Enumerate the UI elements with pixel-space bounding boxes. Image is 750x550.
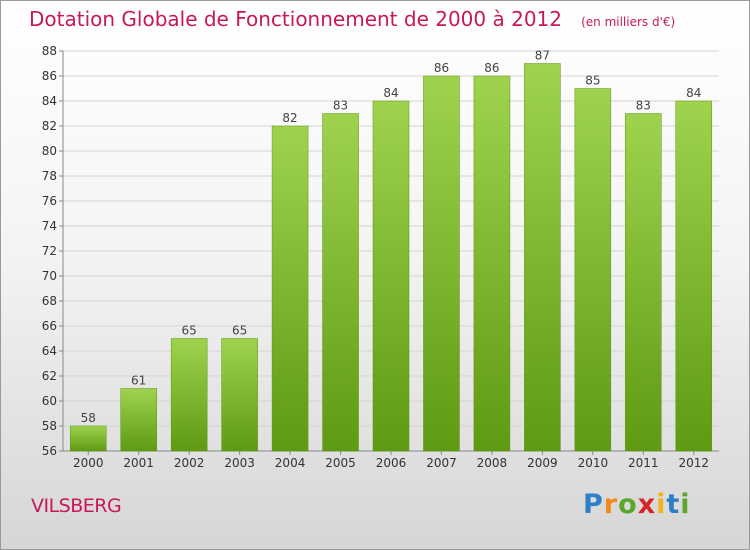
bar-2012 <box>675 100 713 452</box>
value-label-2009: 87 <box>535 49 550 63</box>
place-name: VILSBERG <box>31 495 122 517</box>
value-label-2002: 65 <box>182 324 197 338</box>
y-tick-label: 74 <box>42 219 57 233</box>
bar-2001 <box>120 388 157 452</box>
value-label-2010: 85 <box>585 74 600 88</box>
y-tick-label: 62 <box>42 369 57 383</box>
bar-2005 <box>322 113 359 452</box>
value-label-2012: 84 <box>686 86 701 100</box>
y-tick-label: 70 <box>42 269 57 283</box>
bar-2011 <box>625 113 662 452</box>
value-label-2008: 86 <box>484 61 499 75</box>
y-tick-label: 58 <box>42 419 57 433</box>
x-tick-label-2005: 2005 <box>325 456 356 470</box>
y-tick-label: 66 <box>42 319 57 333</box>
labels: 56 58 60 62 64 66 68 70 72 74 76 78 80 82 84 86 88 58 2000… <box>42 44 709 470</box>
proxiti-logo[interactable]: Proxiti <box>583 489 691 520</box>
y-tick-label: 78 <box>42 169 57 183</box>
x-tick-label-2006: 2006 <box>376 456 407 470</box>
y-tick-label: 76 <box>42 194 57 208</box>
value-label-2000: 58 <box>81 411 96 425</box>
bars <box>69 63 713 452</box>
y-tick-label: 72 <box>42 244 57 258</box>
bar-2006 <box>372 100 410 452</box>
bar-2004 <box>271 125 309 452</box>
x-tick-label-2001: 2001 <box>123 456 154 470</box>
y-tick-label: 88 <box>42 44 57 58</box>
value-label-2007: 86 <box>434 61 449 75</box>
x-tick-label-2010: 2010 <box>578 456 609 470</box>
x-tick-label-2000: 2000 <box>73 456 104 470</box>
y-tick-label: 56 <box>42 444 57 458</box>
bar-2010 <box>574 88 612 452</box>
x-tick-label-2011: 2011 <box>628 456 659 470</box>
bar-2003 <box>221 338 258 452</box>
x-tick-label-2009: 2009 <box>527 456 558 470</box>
y-tick-label: 68 <box>42 294 57 308</box>
x-tick-label-2008: 2008 <box>477 456 508 470</box>
y-tick-label: 86 <box>42 69 57 83</box>
x-tick-label-2007: 2007 <box>426 456 457 470</box>
value-label-2005: 83 <box>333 99 348 113</box>
bar-2009 <box>524 63 561 452</box>
chart-subtitle: (en milliers d'€) <box>581 15 676 29</box>
chart-title: Dotation Globale de Fonctionnement de 20… <box>29 7 562 31</box>
y-tick-label: 80 <box>42 144 57 158</box>
value-label-2011: 83 <box>636 99 651 113</box>
value-label-2003: 65 <box>232 324 247 338</box>
bar-2000 <box>69 425 107 452</box>
y-tick-label: 64 <box>42 344 57 358</box>
y-tick-label: 60 <box>42 394 57 408</box>
bar-2002 <box>170 338 208 452</box>
bar-2008 <box>473 75 511 452</box>
bar-2007 <box>423 75 460 452</box>
title-row: Dotation Globale de Fonctionnement de 20… <box>29 7 675 31</box>
x-tick-label-2012: 2012 <box>678 456 709 470</box>
y-tick-label: 82 <box>42 119 57 133</box>
value-label-2004: 82 <box>282 111 297 125</box>
value-label-2006: 84 <box>383 86 398 100</box>
value-label-2001: 61 <box>131 374 146 388</box>
x-tick-label-2003: 2003 <box>224 456 255 470</box>
y-tick-label: 84 <box>42 94 57 108</box>
x-tick-label-2004: 2004 <box>275 456 306 470</box>
x-tick-label-2002: 2002 <box>174 456 205 470</box>
